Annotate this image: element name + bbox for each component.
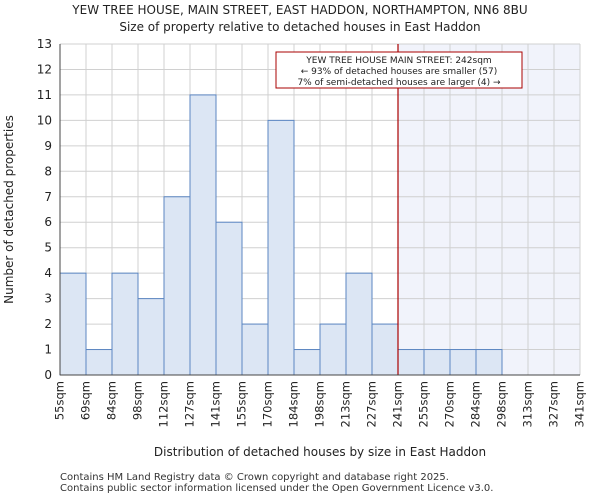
y-tick-label: 4 <box>44 266 52 280</box>
x-tick-label: 98sqm <box>131 381 145 420</box>
x-tick-label: 170sqm <box>261 381 275 427</box>
histogram-bar <box>215 221 243 376</box>
x-tick-label: 112sqm <box>157 381 171 427</box>
histogram-bar <box>189 94 217 376</box>
x-tick-label: 298sqm <box>495 381 509 427</box>
x-tick-label: 155sqm <box>235 381 249 427</box>
histogram-bar <box>345 272 373 376</box>
y-tick-label: 3 <box>44 292 52 306</box>
histogram-bar <box>241 323 269 376</box>
y-tick-label: 1 <box>44 343 52 357</box>
annotation-text: 7% of semi-detached houses are larger (4… <box>297 78 501 88</box>
histogram-bar <box>111 272 139 376</box>
annotation-text: ← 93% of detached houses are smaller (57… <box>301 67 498 77</box>
histogram-bar <box>397 349 425 376</box>
y-tick-label: 2 <box>44 317 52 331</box>
chart-title: YEW TREE HOUSE, MAIN STREET, EAST HADDON… <box>0 2 600 36</box>
x-tick-label: 313sqm <box>521 381 535 427</box>
annotation-box <box>275 51 523 89</box>
histogram-bar <box>163 196 191 376</box>
x-tick-label: 55sqm <box>53 381 67 420</box>
histogram-bar <box>85 349 113 376</box>
x-tick-label: 241sqm <box>391 381 405 427</box>
histogram-bar <box>137 298 165 376</box>
x-tick-label: 213sqm <box>339 381 353 427</box>
y-tick-label: 9 <box>44 139 52 153</box>
histogram-bar <box>59 272 87 376</box>
histogram-bar <box>267 119 295 376</box>
title-line-2: Size of property relative to detached ho… <box>119 20 481 34</box>
histogram-bar <box>449 349 477 376</box>
x-tick-label: 255sqm <box>417 381 431 427</box>
histogram-bar <box>293 349 321 376</box>
histogram-bar <box>371 323 399 376</box>
x-tick-label: 270sqm <box>443 381 457 427</box>
footer-line-2: Contains public sector information licen… <box>60 483 494 494</box>
y-tick-label: 7 <box>44 190 52 204</box>
y-tick-label: 6 <box>44 215 52 229</box>
x-tick-label: 84sqm <box>105 381 119 420</box>
x-tick-label: 198sqm <box>313 381 327 427</box>
x-tick-label: 327sqm <box>547 381 561 427</box>
y-tick-label: 0 <box>44 368 52 382</box>
annotation-text: YEW TREE HOUSE MAIN STREET: 242sqm <box>305 56 491 66</box>
y-tick-label: 8 <box>44 164 52 178</box>
histogram-bar <box>475 349 503 376</box>
y-tick-label: 5 <box>44 241 52 255</box>
x-tick-label: 341sqm <box>573 381 587 427</box>
title-line-1: YEW TREE HOUSE, MAIN STREET, EAST HADDON… <box>72 3 528 17</box>
x-tick-label: 227sqm <box>365 381 379 427</box>
x-tick-label: 284sqm <box>469 381 483 427</box>
footer-attribution: Contains HM Land Registry data © Crown c… <box>60 472 493 494</box>
y-tick-label: 13 <box>37 37 52 51</box>
x-tick-label: 141sqm <box>209 381 223 427</box>
y-axis-label: Number of detached properties <box>2 115 16 304</box>
x-tick-label: 184sqm <box>287 381 301 427</box>
histogram-bar <box>319 323 347 376</box>
footer-line-1: Contains HM Land Registry data © Crown c… <box>60 472 449 483</box>
y-tick-label: 11 <box>37 88 52 102</box>
y-tick-label: 12 <box>37 62 52 76</box>
highlight-region <box>398 44 580 375</box>
histogram-bar <box>423 349 451 376</box>
x-tick-label: 69sqm <box>79 381 93 420</box>
x-tick-label: 127sqm <box>183 381 197 427</box>
y-tick-label: 10 <box>37 113 52 127</box>
x-axis-label: Distribution of detached houses by size … <box>154 445 486 459</box>
